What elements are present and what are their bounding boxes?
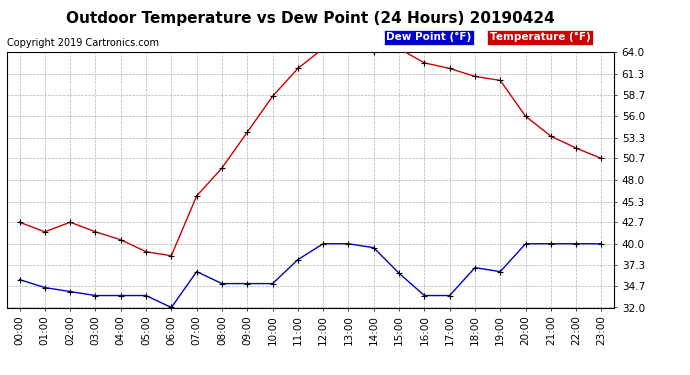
Text: Copyright 2019 Cartronics.com: Copyright 2019 Cartronics.com — [7, 38, 159, 48]
Text: Temperature (°F): Temperature (°F) — [490, 32, 591, 42]
Text: Dew Point (°F): Dew Point (°F) — [386, 32, 472, 42]
Text: Outdoor Temperature vs Dew Point (24 Hours) 20190424: Outdoor Temperature vs Dew Point (24 Hou… — [66, 11, 555, 26]
